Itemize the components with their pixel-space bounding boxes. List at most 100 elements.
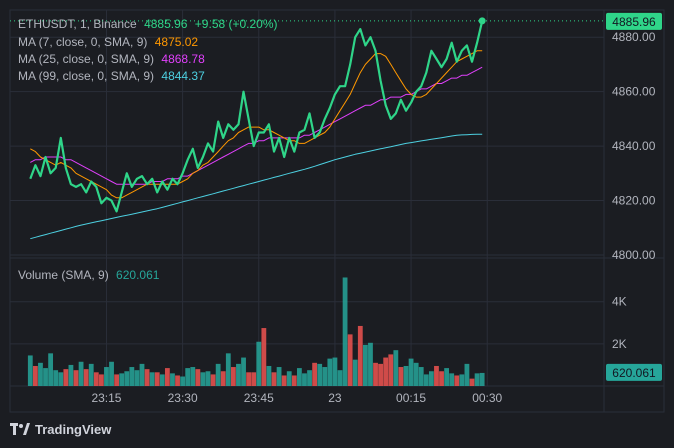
volume-bar <box>73 370 79 386</box>
volume-bar <box>38 362 43 386</box>
volume-bar <box>251 372 257 386</box>
volume-bar <box>383 357 389 386</box>
volume-bar <box>352 359 358 386</box>
volume-bar <box>185 368 191 386</box>
volume-bar <box>114 374 120 386</box>
volume-bar <box>144 369 150 386</box>
volume-bar <box>474 373 480 386</box>
volume-bar <box>281 375 287 386</box>
brand-label: TradingView <box>35 422 112 437</box>
volume-bar <box>347 334 353 386</box>
volume-bar <box>241 357 246 386</box>
volume-bar <box>27 355 33 386</box>
price-tick-label: 4860.00 <box>612 85 656 99</box>
volume-bar <box>373 362 378 386</box>
price-tick-label: 4820.00 <box>612 194 656 208</box>
volume-bar <box>393 350 399 386</box>
volume-legend[interactable]: Volume (SMA, 9) 620.061 <box>18 268 159 282</box>
volume-bar <box>408 358 414 386</box>
volume-bar <box>180 376 186 386</box>
volume-tick-label: 2K <box>612 337 627 351</box>
volume-bar <box>479 372 485 386</box>
last-price-badge-label: 4885.96 <box>612 15 656 29</box>
volume-bar <box>63 369 69 386</box>
volume-bar <box>286 371 292 386</box>
volume-bar <box>170 373 175 386</box>
volume-bar <box>337 370 343 386</box>
volume-bar <box>104 367 109 386</box>
volume-bar <box>78 361 84 386</box>
volume-bar <box>312 362 318 386</box>
volume-bar <box>296 368 302 386</box>
volume-bar <box>459 374 465 386</box>
ma7-value: 4875.02 <box>154 35 199 49</box>
tradingview-icon <box>10 423 30 435</box>
volume-bar <box>428 371 434 386</box>
volume-bar <box>88 363 94 386</box>
last-price-dot <box>478 17 486 25</box>
volume-label: Volume (SMA, 9) <box>18 268 109 282</box>
ma7-line <box>30 50 483 199</box>
last-price-value: 4885.96 <box>144 17 188 31</box>
ma99-label: MA (99, close, 0, SMA, 9) <box>18 69 155 83</box>
tradingview-logo[interactable]: TradingView <box>10 422 111 437</box>
volume-bar <box>434 365 439 386</box>
volume-bar <box>444 368 450 386</box>
volume-bar <box>236 363 241 386</box>
volume-value: 620.061 <box>116 268 160 282</box>
volume-bar <box>302 373 307 386</box>
volume-bar <box>129 367 135 386</box>
ma7-legend[interactable]: MA (7, close, 0, SMA, 9) 4875.02 <box>18 35 198 49</box>
ma25-value: 4868.78 <box>161 52 205 66</box>
volume-bar <box>83 369 89 386</box>
volume-bar <box>32 365 38 386</box>
volume-bar <box>398 367 404 386</box>
volume-bar <box>276 367 282 386</box>
volume-bar <box>205 371 211 386</box>
volume-bar <box>195 369 201 386</box>
volume-bar <box>68 364 74 386</box>
volume-bar <box>215 363 221 386</box>
volume-bar <box>261 328 267 386</box>
volume-bar <box>139 363 145 386</box>
volume-bar <box>98 374 104 386</box>
volume-bar <box>291 375 297 386</box>
volume-bar <box>357 325 363 386</box>
volume-bar <box>48 353 54 386</box>
last-price-badge <box>606 12 662 30</box>
volume-bar <box>317 363 323 386</box>
time-tick-label: 23 <box>328 391 342 405</box>
volume-bar <box>449 373 455 386</box>
symbol-title: ETHUSDT, 1, Binance <box>18 17 137 31</box>
volume-bar <box>368 342 373 386</box>
volume-bar <box>378 363 384 386</box>
ma7-label: MA (7, close, 0, SMA, 9) <box>18 35 148 49</box>
volume-bar <box>93 372 99 386</box>
volume-bar <box>53 370 59 386</box>
volume-bar <box>210 374 216 386</box>
ma25-line <box>30 66 483 185</box>
volume-bar <box>423 374 429 386</box>
volume-bar <box>58 372 64 386</box>
volume-bar <box>469 378 475 386</box>
price-line <box>29 20 484 213</box>
volume-bar <box>271 372 277 386</box>
volume-bar <box>403 365 409 386</box>
volume-bar <box>225 353 231 386</box>
volume-bar <box>413 362 419 386</box>
time-tick-label: 00:30 <box>472 391 502 405</box>
volume-bar <box>307 370 312 386</box>
ma25-legend[interactable]: MA (25, close, 0, SMA, 9) 4868.78 <box>18 52 205 66</box>
volume-bar <box>109 361 114 386</box>
volume-bar <box>439 371 444 386</box>
volume-bar <box>220 371 226 386</box>
volume-bar <box>175 375 180 386</box>
ma25-label: MA (25, close, 0, SMA, 9) <box>18 52 155 66</box>
volume-bar <box>266 365 272 386</box>
volume-bar <box>119 373 125 386</box>
volume-bar <box>134 370 140 386</box>
volume-bar <box>200 372 206 386</box>
ma99-legend[interactable]: MA (99, close, 0, SMA, 9) 4844.37 <box>18 69 205 83</box>
time-tick-label: 23:30 <box>168 391 198 405</box>
